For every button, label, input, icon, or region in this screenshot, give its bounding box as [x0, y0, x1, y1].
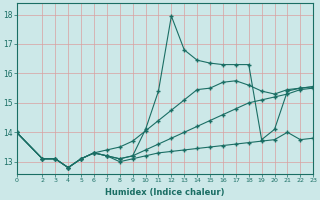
- X-axis label: Humidex (Indice chaleur): Humidex (Indice chaleur): [105, 188, 225, 197]
